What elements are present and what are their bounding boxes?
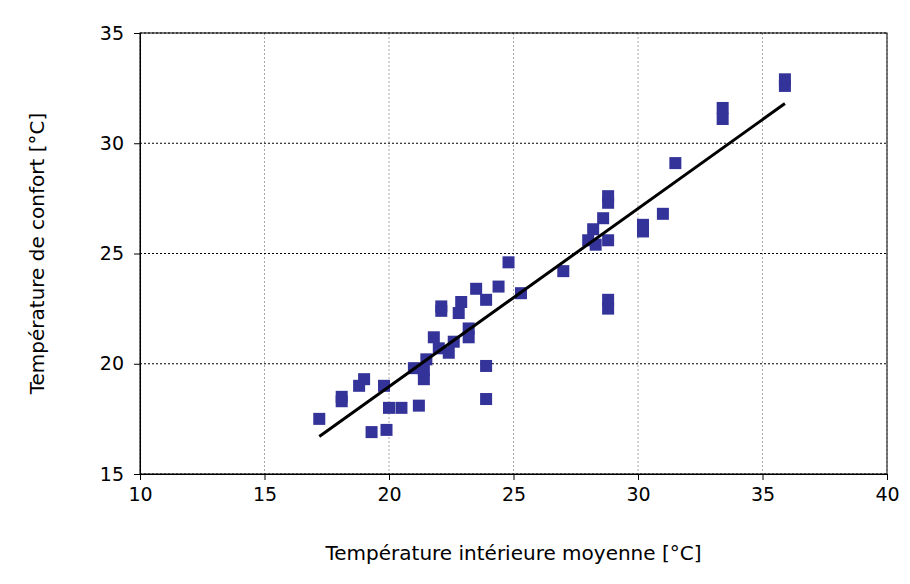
tick-label: 20 [100, 352, 124, 374]
tick-label: 20 [377, 483, 401, 505]
tick-mark [514, 474, 515, 480]
point [480, 360, 492, 372]
point [428, 331, 440, 343]
plot-frame [140, 33, 887, 474]
y-axis: 15 20 25 30 35 [100, 22, 141, 485]
point [597, 212, 609, 224]
x-tick: 15 [253, 474, 277, 505]
x-tick: 40 [875, 474, 899, 505]
point [493, 281, 505, 293]
x-axis: 10 15 20 25 30 35 40 [128, 474, 899, 505]
point [657, 208, 669, 220]
point [717, 113, 729, 125]
tick-label: 35 [751, 483, 775, 505]
x-tick: 30 [626, 474, 650, 505]
point [602, 190, 614, 202]
y-tick: 30 [100, 132, 140, 154]
point [669, 157, 681, 169]
tick-mark [638, 474, 639, 480]
point [313, 413, 325, 425]
point [637, 219, 649, 231]
x-tick: 10 [128, 474, 152, 505]
point [435, 300, 447, 312]
point [717, 102, 729, 114]
y-tick: 35 [100, 22, 140, 44]
grid-line-y [140, 363, 887, 364]
x-tick: 25 [502, 474, 526, 505]
grid [140, 33, 887, 474]
tick-label: 30 [100, 132, 124, 154]
tick-label: 35 [100, 22, 124, 44]
point [480, 393, 492, 405]
tick-mark [134, 254, 140, 255]
point [383, 402, 395, 414]
point [587, 223, 599, 235]
x-axis-title: Température intérieure moyenne [°C] [324, 541, 701, 565]
trend-line [319, 104, 785, 437]
tick-mark [134, 143, 140, 144]
tick-mark [134, 33, 140, 34]
tick-mark [140, 474, 141, 480]
point [503, 256, 515, 268]
axis-line [140, 34, 141, 475]
point [480, 294, 492, 306]
tick-mark [134, 474, 140, 475]
tick-mark [887, 474, 888, 480]
point [453, 307, 465, 319]
grid-line-y [140, 143, 887, 144]
grid-line-x [762, 33, 763, 474]
tick-label: 25 [100, 242, 124, 264]
tick-mark [265, 474, 266, 480]
point [779, 73, 791, 85]
tick-label: 40 [875, 483, 899, 505]
tick-mark [389, 474, 390, 480]
plot-marks [313, 73, 791, 438]
tick-mark [134, 364, 140, 365]
x-tick: 35 [751, 474, 775, 505]
point [470, 283, 482, 295]
point [358, 373, 370, 385]
tick-label: 15 [253, 483, 277, 505]
y-tick: 15 [100, 463, 140, 485]
tick-label: 30 [626, 483, 650, 505]
grid-line-y [140, 253, 887, 254]
chart: 101520253035401520253035Température inté… [0, 0, 910, 584]
y-tick: 25 [100, 242, 140, 264]
point [381, 424, 393, 436]
point [395, 402, 407, 414]
point [455, 296, 467, 308]
point [602, 234, 614, 246]
point [336, 391, 348, 403]
tick-label: 15 [100, 463, 124, 485]
point [602, 303, 614, 315]
x-tick: 20 [377, 474, 401, 505]
y-axis-title: Température de confort [°C] [25, 113, 49, 396]
point [557, 265, 569, 277]
point [413, 400, 425, 412]
point [366, 426, 378, 438]
y-tick: 20 [100, 352, 140, 374]
tick-mark [763, 474, 764, 480]
tick-label: 25 [502, 483, 526, 505]
tick-label: 10 [128, 483, 152, 505]
